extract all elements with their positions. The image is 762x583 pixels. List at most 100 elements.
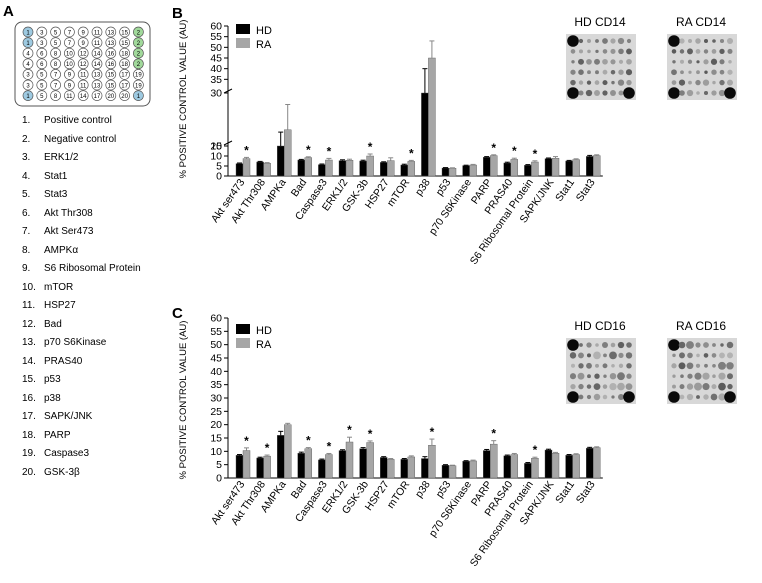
bar-hd [544,158,553,177]
bar-hd [441,167,450,177]
array-spot [105,69,117,80]
array-spot-label: 10 [66,52,73,58]
array-spot-label: 11 [94,30,101,36]
x-tick-label: mTOR [385,479,413,511]
legend-item-number: 9. [22,263,31,274]
legend-label-hd: HD [256,325,272,337]
legend-item-number: 19. [22,448,36,459]
array-spot-label: 1 [26,94,30,100]
legend-item-label: Stat3 [44,189,68,200]
y-tick-label: 15 [210,141,222,153]
bar-hd [483,156,491,177]
y-tick-label: 60 [210,313,222,325]
bar-ra [263,162,271,177]
significance-marker: * [533,443,538,457]
x-tick-label: Stat3 [574,479,598,506]
bar-hd [235,455,244,479]
significance-marker: * [409,146,414,160]
legend-item: 19. Caspase3 [22,445,141,464]
array-spot-label: 9 [82,41,86,47]
array-spot-label: 2 [137,62,141,68]
bar-hd [462,165,470,177]
legend-item-label: Stat1 [44,170,68,182]
bar-ra [284,129,292,177]
array-spot-label: 7 [68,41,72,47]
bar-ra [531,458,539,479]
legend-item-label: PARP [44,429,71,441]
legend-item-number: 18. [22,429,36,441]
array-spot [22,47,34,59]
array-spot [77,69,89,80]
bar-hd [276,145,285,177]
significance-marker: * [244,434,249,448]
array-spot [50,90,61,101]
array-spot-label: 9 [82,30,86,36]
legend-item-number: 11. [22,300,36,311]
bar-hd [586,447,594,479]
legend-label-ra: RA [256,339,272,351]
array-spot-label: 11 [66,94,73,100]
array-spot-label: 11 [94,41,101,47]
array-spot [36,69,48,80]
array-spot-label: 5 [54,30,58,36]
y-axis-label: % POSITIVE CONTROL VALUE (AU) [178,321,189,480]
array-spot-label: 9 [68,83,72,89]
array-spot-label: 13 [107,30,114,36]
array-spot-label: 16 [107,62,114,68]
legend-item-label: AMPKα [44,244,79,256]
array-spot-label: 7 [68,30,72,36]
array-spot [105,79,117,91]
bar-ra [304,157,313,177]
y-tick-label: 0 [216,171,222,183]
bar-ra [510,454,519,479]
axis-break-mark [223,140,233,146]
legend-label-hd: HD [256,25,272,37]
array-spot-label: 8 [54,94,58,100]
array-spot [119,47,130,59]
bar-hd [421,92,429,177]
blot-image [566,34,636,100]
significance-marker: * [265,441,270,455]
bar-hd [544,449,553,479]
legend-swatch-ra [236,338,250,348]
y-tick-label: 40 [210,63,222,75]
bar-hd [379,457,388,479]
array-spot-label: 3 [26,83,30,89]
array-spot-label: 14 [80,94,87,100]
legend-item: 10. mTOR [22,279,141,298]
legend-item-number: 20. [22,466,36,478]
array-spot [50,79,61,91]
array-spot-label: 15 [121,30,128,36]
legend-item: 16. p38 [22,390,141,409]
array-spot [50,58,61,70]
legend-item-number: 14. [22,355,36,367]
significance-marker: * [368,427,373,441]
legend-item-number: 15. [22,374,36,385]
array-spot [77,90,89,101]
array-spot-label: 19 [135,73,142,79]
array-spot-label: 17 [121,73,128,79]
array-spot-label: 1 [26,41,30,47]
array-spot-label: 20 [107,94,114,100]
array-spot-label: 2 [137,52,141,58]
bar-hd [524,463,532,479]
array-spot [105,58,117,70]
y-tick-label: 50 [210,339,222,351]
legend-item-label: ERK1/2 [44,152,79,163]
legend-item: 2. Negative control [22,131,141,150]
significance-marker: * [512,144,517,158]
legend-item-number: 8. [22,244,31,256]
array-spot-label: 1 [137,94,141,100]
array-spot-label: 13 [94,73,101,79]
array-spot-label: 3 [40,30,44,36]
y-tick-label: 10 [210,446,222,458]
array-spot-label: 13 [107,41,114,47]
array-spot-label: 14 [94,62,101,68]
significance-marker: * [533,147,538,161]
bar-ra [325,159,333,177]
legend-swatch-hd [236,324,250,334]
array-spot-label: 5 [40,94,44,100]
x-tick-label: p38 [413,479,433,500]
array-spot-label: 7 [54,73,58,79]
bar-hd [565,455,573,479]
